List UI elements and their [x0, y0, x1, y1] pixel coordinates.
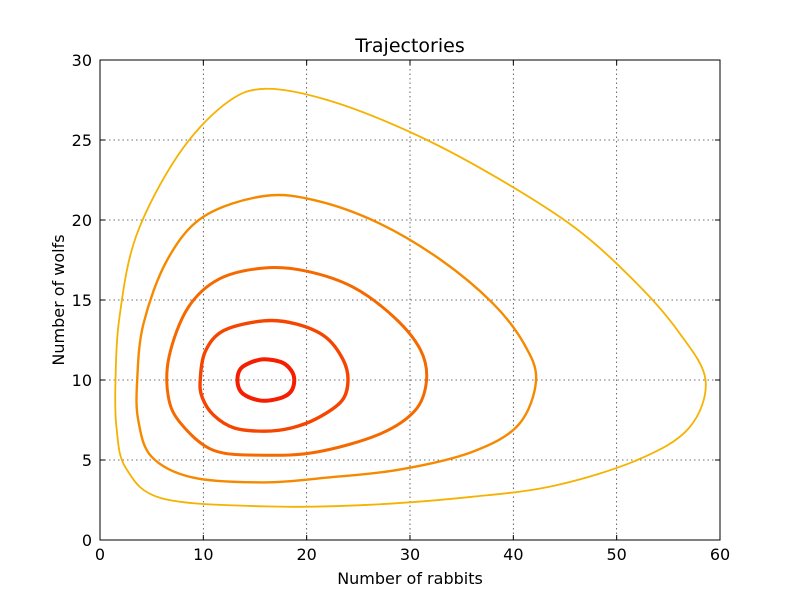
grid-lines	[100, 60, 720, 540]
y-tick-label: 20	[72, 211, 92, 230]
x-tick-label: 30	[400, 545, 420, 564]
x-tick-label: 20	[296, 545, 316, 564]
trajectory-line	[135, 193, 538, 484]
x-tick-label: 50	[606, 545, 626, 564]
trajectory-line	[235, 357, 297, 403]
x-tick-label: 0	[95, 545, 105, 564]
y-axis-title: Number of wolfs	[49, 234, 68, 365]
y-tick-label: 5	[82, 451, 92, 470]
trajectory-series	[114, 87, 707, 508]
trajectory-line	[114, 87, 707, 508]
x-axis-title: Number of rabbits	[337, 569, 483, 588]
y-tick-label: 30	[72, 51, 92, 70]
trajectory-line	[198, 318, 350, 433]
x-tick-label: 10	[193, 545, 213, 564]
trajectory-line	[165, 265, 429, 457]
y-tick-label: 0	[82, 531, 92, 550]
x-tick-label: 40	[503, 545, 523, 564]
chart-title: Trajectories	[354, 35, 464, 57]
y-tick-label: 25	[72, 131, 92, 150]
axis-ticks: 0 10 20 30 40 50 60 0 5 10 15 20 25 30	[72, 51, 731, 564]
y-tick-label: 15	[72, 291, 92, 310]
x-tick-label: 60	[710, 545, 730, 564]
y-tick-label: 10	[72, 371, 92, 390]
